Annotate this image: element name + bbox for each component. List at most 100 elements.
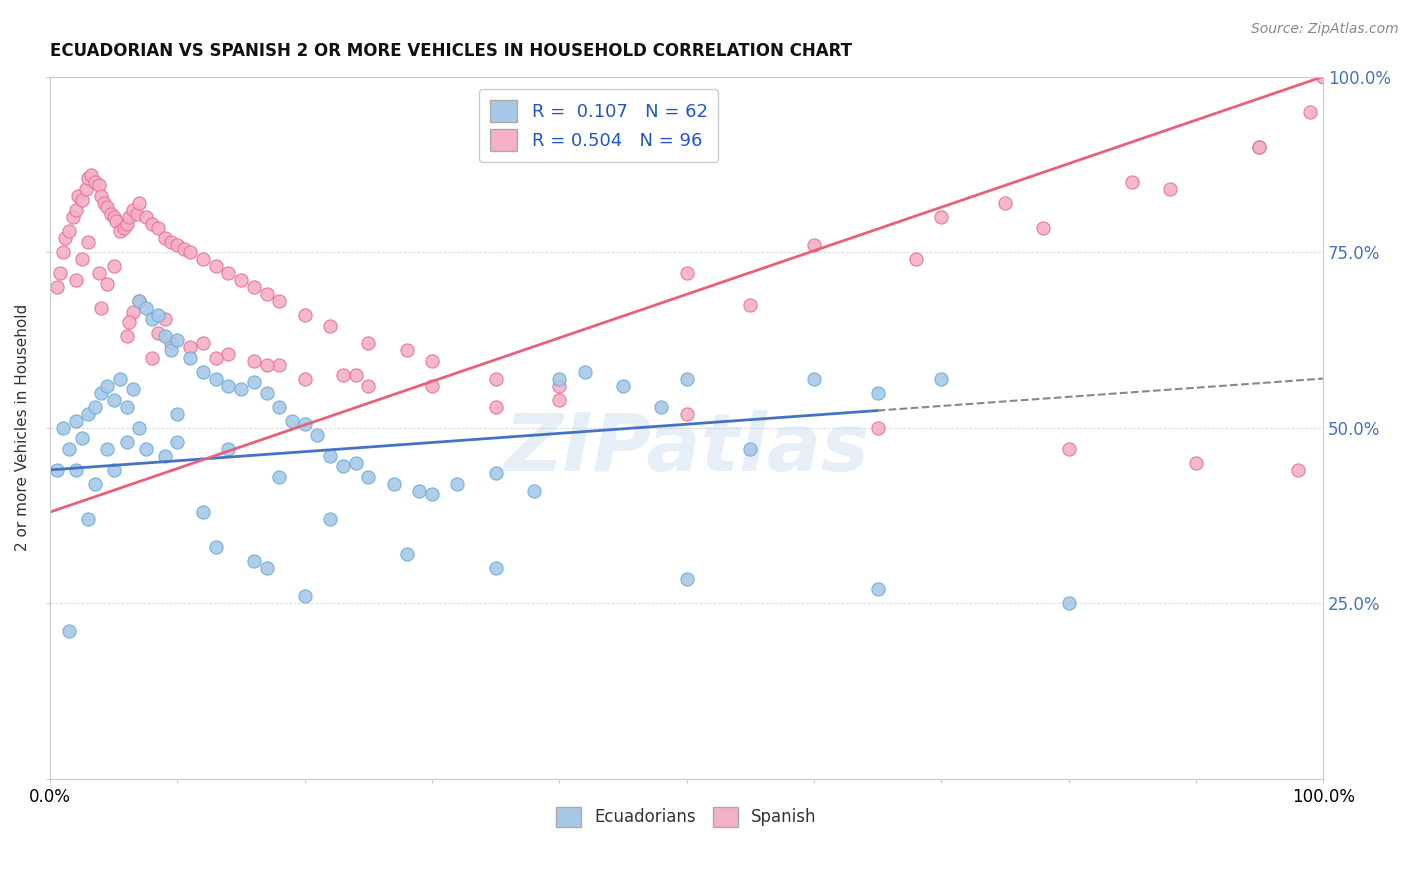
Point	[141, 351, 163, 365]
Point	[191, 505, 214, 519]
Point	[122, 382, 145, 396]
Point	[269, 358, 291, 372]
Point	[243, 554, 266, 568]
Point	[160, 235, 183, 249]
Point	[675, 407, 697, 421]
Point	[148, 326, 170, 340]
Text: Source: ZipAtlas.com: Source: ZipAtlas.com	[1251, 22, 1399, 37]
Point	[75, 182, 97, 196]
Point	[548, 371, 571, 385]
Point	[115, 434, 138, 449]
Point	[52, 421, 75, 435]
Point	[58, 624, 80, 639]
Point	[395, 343, 418, 358]
Point	[67, 189, 90, 203]
Point	[153, 231, 176, 245]
Point	[256, 287, 278, 301]
Point	[191, 252, 214, 267]
Point	[332, 368, 354, 382]
Point	[115, 329, 138, 343]
Point	[1299, 104, 1322, 119]
Point	[125, 206, 148, 220]
Point	[166, 434, 188, 449]
Point	[217, 378, 239, 392]
Point	[83, 477, 105, 491]
Point	[243, 375, 266, 389]
Point	[929, 371, 952, 385]
Point	[740, 298, 762, 312]
Point	[612, 378, 634, 392]
Point	[548, 378, 571, 392]
Point	[1032, 220, 1054, 235]
Text: ECUADORIAN VS SPANISH 2 OR MORE VEHICLES IN HOUSEHOLD CORRELATION CHART: ECUADORIAN VS SPANISH 2 OR MORE VEHICLES…	[51, 42, 852, 60]
Point	[675, 371, 697, 385]
Point	[103, 463, 125, 477]
Point	[929, 210, 952, 224]
Point	[281, 414, 304, 428]
Point	[803, 371, 825, 385]
Point	[866, 421, 889, 435]
Point	[191, 336, 214, 351]
Point	[357, 336, 380, 351]
Point	[1185, 456, 1208, 470]
Point	[294, 371, 316, 385]
Point	[166, 407, 188, 421]
Point	[740, 442, 762, 456]
Point	[122, 305, 145, 319]
Point	[1249, 140, 1271, 154]
Point	[70, 431, 93, 445]
Point	[103, 392, 125, 407]
Point	[269, 294, 291, 309]
Point	[173, 242, 195, 256]
Point	[243, 280, 266, 294]
Point	[866, 582, 889, 597]
Point	[179, 340, 201, 354]
Point	[523, 483, 546, 498]
Point	[128, 294, 150, 309]
Point	[866, 385, 889, 400]
Point	[217, 266, 239, 280]
Point	[128, 294, 150, 309]
Point	[319, 512, 342, 526]
Point	[269, 400, 291, 414]
Point	[485, 371, 508, 385]
Point	[45, 280, 67, 294]
Legend: Ecuadorians, Spanish: Ecuadorians, Spanish	[550, 800, 824, 834]
Point	[994, 196, 1017, 211]
Point	[90, 301, 112, 316]
Point	[87, 178, 110, 193]
Point	[229, 273, 252, 287]
Point	[52, 245, 75, 260]
Point	[1286, 463, 1309, 477]
Point	[112, 220, 135, 235]
Point	[1121, 175, 1143, 189]
Point	[153, 329, 176, 343]
Point	[55, 231, 77, 245]
Point	[103, 259, 125, 273]
Point	[179, 245, 201, 260]
Point	[80, 168, 103, 182]
Point	[135, 442, 157, 456]
Point	[153, 449, 176, 463]
Point	[96, 378, 118, 392]
Point	[420, 487, 443, 501]
Point	[904, 252, 927, 267]
Point	[105, 213, 128, 227]
Point	[446, 477, 468, 491]
Point	[204, 259, 226, 273]
Point	[122, 202, 145, 217]
Point	[307, 427, 329, 442]
Point	[243, 354, 266, 368]
Point	[1057, 596, 1080, 610]
Point	[204, 351, 226, 365]
Point	[77, 235, 100, 249]
Point	[49, 266, 72, 280]
Point	[650, 400, 672, 414]
Point	[420, 354, 443, 368]
Point	[204, 540, 226, 554]
Point	[294, 590, 316, 604]
Point	[294, 417, 316, 432]
Point	[70, 193, 93, 207]
Point	[485, 467, 508, 481]
Point	[408, 483, 430, 498]
